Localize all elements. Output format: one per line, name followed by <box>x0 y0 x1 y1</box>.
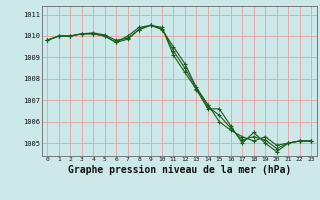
X-axis label: Graphe pression niveau de la mer (hPa): Graphe pression niveau de la mer (hPa) <box>68 165 291 175</box>
